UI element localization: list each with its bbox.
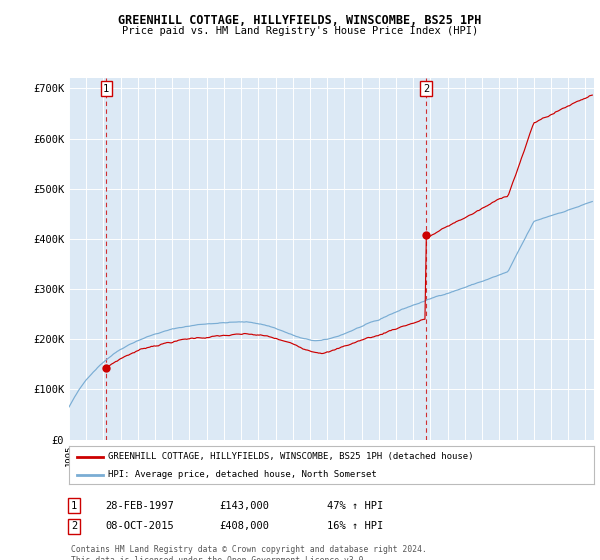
Text: 28-FEB-1997: 28-FEB-1997 (105, 501, 174, 511)
Text: 1: 1 (103, 84, 109, 94)
Text: GREENHILL COTTAGE, HILLYFIELDS, WINSCOMBE, BS25 1PH (detached house): GREENHILL COTTAGE, HILLYFIELDS, WINSCOMB… (109, 452, 474, 461)
Text: 1: 1 (71, 501, 77, 511)
Text: £143,000: £143,000 (219, 501, 269, 511)
Text: 47% ↑ HPI: 47% ↑ HPI (327, 501, 383, 511)
Text: £408,000: £408,000 (219, 521, 269, 531)
Text: 2: 2 (71, 521, 77, 531)
Text: 2: 2 (423, 84, 429, 94)
Text: 08-OCT-2015: 08-OCT-2015 (105, 521, 174, 531)
Text: Contains HM Land Registry data © Crown copyright and database right 2024.
This d: Contains HM Land Registry data © Crown c… (71, 545, 427, 560)
Text: GREENHILL COTTAGE, HILLYFIELDS, WINSCOMBE, BS25 1PH: GREENHILL COTTAGE, HILLYFIELDS, WINSCOMB… (118, 14, 482, 27)
Text: 16% ↑ HPI: 16% ↑ HPI (327, 521, 383, 531)
Text: HPI: Average price, detached house, North Somerset: HPI: Average price, detached house, Nort… (109, 470, 377, 479)
Text: Price paid vs. HM Land Registry's House Price Index (HPI): Price paid vs. HM Land Registry's House … (122, 26, 478, 36)
